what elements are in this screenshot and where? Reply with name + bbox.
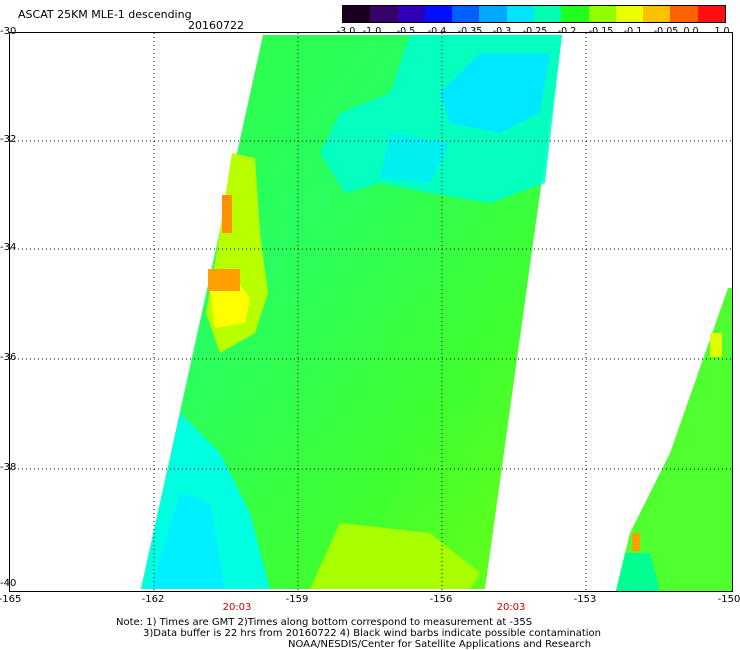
color-scale-label: -3.0 <box>337 26 356 37</box>
color-scale-segment <box>397 6 425 22</box>
y-axis-label: -40 <box>0 578 17 589</box>
y-axis-label: -38 <box>0 462 17 473</box>
swath-max-region <box>208 269 240 291</box>
color-scale-label: -1.0 <box>363 26 382 37</box>
swath-map <box>10 33 732 591</box>
color-scale-segment <box>506 6 534 22</box>
footnote-line-2: 3)Data buffer is 22 hrs from 20160722 4)… <box>143 628 601 639</box>
color-scale-label: -0.05 <box>654 26 679 37</box>
y-axis-label: -34 <box>0 242 17 253</box>
y-axis-label: -30 <box>0 26 17 37</box>
swath-low-region <box>150 493 225 589</box>
color-scale-label: -0.1 <box>624 26 643 37</box>
color-scale-label: -0.4 <box>428 26 447 37</box>
color-scale-segment <box>452 6 480 22</box>
swath-low-region <box>380 133 450 183</box>
x-axis-label: -150 <box>717 594 740 605</box>
color-scale-segment <box>424 6 453 22</box>
swath-high-region <box>710 333 722 357</box>
color-scale-segment <box>615 6 644 22</box>
product-date: 20160722 <box>188 19 244 32</box>
footnote-line-1: Note: 1) Times are GMT 2)Times along bot… <box>116 617 533 628</box>
swath-high-region <box>310 523 480 589</box>
color-scale-segment <box>643 6 671 22</box>
color-scale-segment <box>588 6 616 22</box>
color-scale-label: -0.5 <box>397 26 416 37</box>
color-scale-segment <box>561 6 589 22</box>
x-axis-label: -153 <box>573 594 597 605</box>
x-axis-label: -165 <box>0 594 22 605</box>
y-axis-label: -36 <box>0 352 17 363</box>
product-title: ASCAT 25KM MLE-1 descending <box>18 8 192 21</box>
color-scale-label: -0.3 <box>493 26 512 37</box>
color-scale-bar <box>342 5 726 23</box>
color-scale-label: -0.2 <box>558 26 577 37</box>
color-scale-label: -0.15 <box>589 26 614 37</box>
map-plot-area <box>9 32 733 592</box>
grid-lines <box>10 33 732 591</box>
x-axis-label: -159 <box>285 594 309 605</box>
color-scale-segment <box>697 6 725 22</box>
color-scale-label: 1.0 <box>714 26 729 37</box>
color-scale-segment <box>533 6 562 22</box>
x-axis-label: -156 <box>429 594 453 605</box>
color-scale-label: -0.25 <box>523 26 548 37</box>
y-axis-label: -32 <box>0 134 17 145</box>
swath-max-region <box>222 195 232 233</box>
footnote-line-3: NOAA/NESDIS/Center for Satellite Applica… <box>288 639 592 650</box>
swath-max-region <box>632 533 640 551</box>
color-scale-segment <box>670 6 698 22</box>
color-scale-label: -0.35 <box>458 26 483 37</box>
swath-low-region <box>616 553 660 591</box>
swath-low-region <box>440 53 550 133</box>
x-axis-label: -162 <box>141 594 165 605</box>
swath-secondary <box>616 288 732 591</box>
color-scale-labels: -3.0 -1.0 -0.5 -0.4 -0.35 -0.3 -0.25 -0.… <box>330 26 740 38</box>
color-scale-segment <box>479 6 507 22</box>
time-label: 20:03 <box>496 602 526 613</box>
color-scale-segment <box>343 6 371 22</box>
color-scale-label: 0.0 <box>683 26 698 37</box>
time-label: 20:03 <box>222 602 252 613</box>
color-scale-segment <box>370 6 398 22</box>
